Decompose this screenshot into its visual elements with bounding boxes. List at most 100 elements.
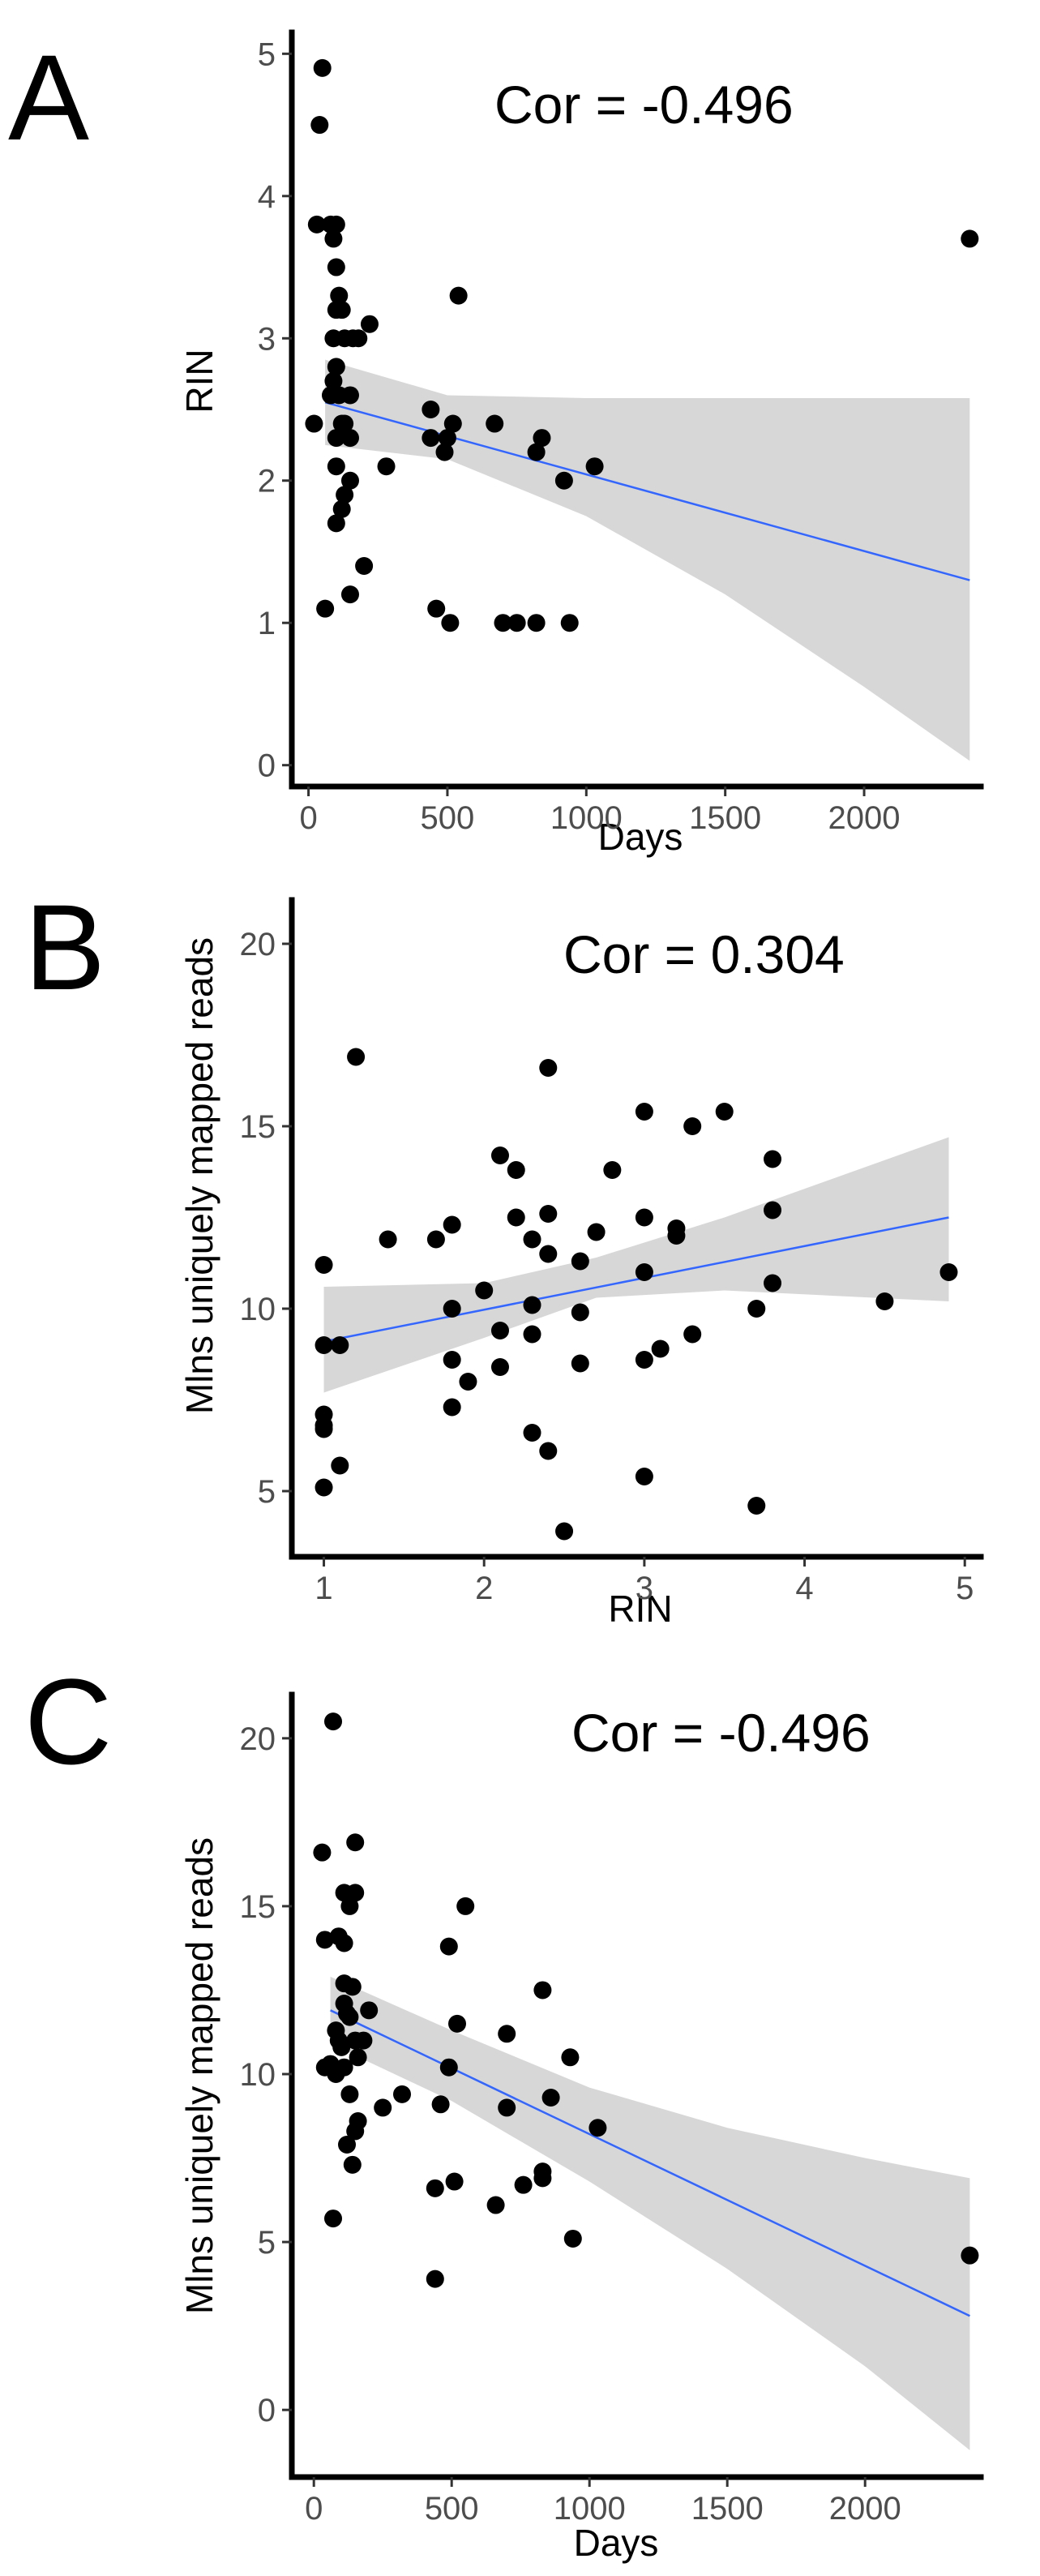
data-point <box>603 1161 622 1179</box>
x-tick-label: 2 <box>475 1571 493 1606</box>
data-point <box>315 1336 333 1354</box>
data-point <box>335 1934 353 1952</box>
data-point <box>324 371 343 390</box>
y-tick-label: 1 <box>258 606 276 641</box>
x-tick-label: 1000 <box>550 800 623 836</box>
data-point <box>327 514 345 533</box>
data-point <box>939 1263 958 1281</box>
data-point <box>431 2095 450 2114</box>
regression-line-c <box>330 2009 970 2317</box>
x-tick-label: 3 <box>636 1571 653 1606</box>
data-point <box>374 2098 392 2117</box>
data-point <box>343 2155 362 2174</box>
data-point <box>498 2098 516 2117</box>
data-point <box>523 1230 541 1249</box>
data-point <box>327 457 345 476</box>
data-point <box>310 116 329 135</box>
data-point <box>435 443 454 461</box>
data-point <box>527 443 546 461</box>
data-point <box>475 1281 494 1300</box>
data-point <box>315 1931 334 1949</box>
data-point <box>635 1208 653 1227</box>
data-point <box>635 1351 653 1369</box>
data-point <box>507 1161 525 1179</box>
data-point <box>439 2058 458 2077</box>
data-point <box>346 1884 365 1902</box>
plot-area-c: 0 500 1000 1500 2000 0 5 10 15 20 <box>240 1691 984 2527</box>
correlation-label-a: Cor = -0.496 <box>494 75 794 135</box>
data-point <box>393 2085 411 2103</box>
data-point <box>355 557 374 576</box>
y-tick-label: 2 <box>258 464 276 499</box>
data-point <box>486 414 504 433</box>
data-point <box>338 2135 356 2154</box>
data-point <box>507 1208 525 1227</box>
data-point <box>332 499 351 518</box>
y-axis-title-b: Mlns uniquely mapped reads <box>178 937 220 1414</box>
x-tick-label: 0 <box>299 800 317 836</box>
panel-c: C Cor = -0.496 Days Mlns uniquely mapped… <box>24 1653 984 2564</box>
data-point <box>332 2038 351 2056</box>
y-tick-label: 4 <box>258 179 276 215</box>
data-point <box>588 2119 607 2137</box>
data-point <box>747 1300 766 1318</box>
data-point <box>523 1296 541 1314</box>
data-point <box>667 1227 686 1245</box>
data-point <box>443 1398 461 1417</box>
data-point <box>327 358 345 376</box>
data-point <box>527 614 546 632</box>
data-point <box>349 329 368 348</box>
data-point <box>340 386 359 405</box>
data-point <box>764 1150 782 1168</box>
data-point <box>539 1059 558 1077</box>
data-point <box>327 301 345 319</box>
data-point <box>571 1252 589 1271</box>
data-point <box>313 58 332 77</box>
data-point <box>377 457 396 476</box>
data-point <box>533 429 551 448</box>
data-point <box>347 1048 366 1066</box>
data-point <box>331 1336 349 1354</box>
correlation-label-b: Cor = 0.304 <box>563 924 845 984</box>
data-point <box>539 1205 558 1223</box>
y-tick-label: 10 <box>240 2057 276 2093</box>
y-tick-label: 0 <box>258 748 276 784</box>
data-point <box>449 286 468 305</box>
data-point <box>324 1712 342 1731</box>
x-tick-label: 1000 <box>554 2491 626 2527</box>
y-axis-title-c: Mlns uniquely mapped reads <box>178 1837 220 2314</box>
data-point <box>340 585 359 604</box>
data-point <box>443 414 462 433</box>
data-point <box>327 429 345 448</box>
data-point <box>683 1325 702 1344</box>
data-point <box>764 1274 782 1292</box>
data-point <box>456 1897 475 1915</box>
data-point <box>486 2196 505 2214</box>
data-point <box>459 1373 477 1391</box>
data-point <box>560 614 579 632</box>
x-tick-label: 2000 <box>829 2491 901 2527</box>
data-point <box>324 229 343 248</box>
x-axis-title-c: Days <box>574 2522 659 2564</box>
data-point <box>443 1351 461 1369</box>
data-point <box>587 1223 606 1241</box>
data-point <box>443 1215 461 1234</box>
data-point <box>441 614 460 632</box>
confidence-band-a <box>325 359 970 761</box>
plot-area-b: 1 2 3 4 5 5 10 15 20 <box>240 897 984 1606</box>
data-point <box>541 2088 560 2107</box>
data-point <box>448 2014 466 2033</box>
x-tick-label: 1500 <box>691 2491 764 2527</box>
data-point <box>715 1103 734 1121</box>
data-point <box>316 599 335 618</box>
data-point <box>346 2122 365 2141</box>
data-point <box>539 1442 558 1460</box>
plot-area-a: 0 500 1000 1500 2000 0 1 2 3 4 5 <box>258 29 984 836</box>
data-point <box>327 2065 345 2084</box>
data-point <box>443 1300 461 1318</box>
y-axis-title-a: RIN <box>178 349 220 413</box>
x-tick-label: 500 <box>425 2491 479 2527</box>
panel-letter-c: C <box>24 1653 112 1789</box>
x-tick-label: 500 <box>421 800 475 836</box>
